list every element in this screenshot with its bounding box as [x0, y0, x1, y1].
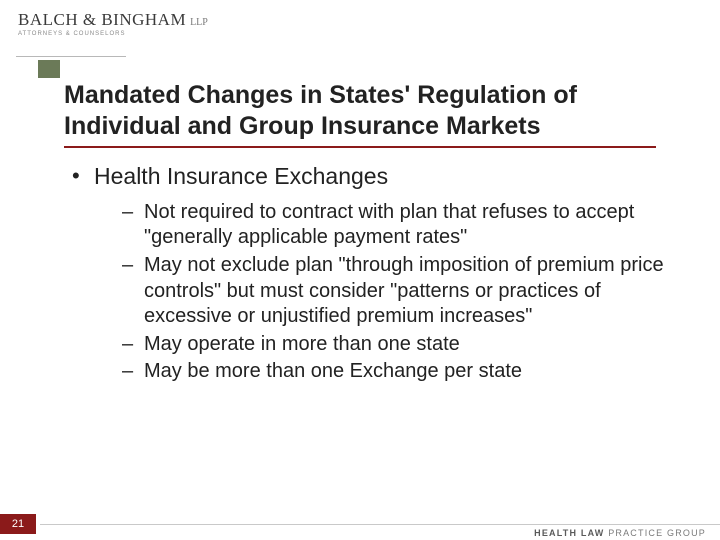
slide-footer: 21 HEALTH LAW PRACTICE GROUP	[0, 512, 720, 540]
page-number: 21	[0, 514, 36, 534]
bullet-level-2-list: Not required to contract with plan that …	[68, 200, 668, 385]
bullet-level-2-item: May not exclude plan "through imposition…	[122, 253, 668, 330]
logo-suffix: LLP	[190, 17, 208, 28]
bullet-level-2-item: May operate in more than one state	[122, 332, 668, 358]
slide-title: Mandated Changes in States' Regulation o…	[64, 80, 664, 143]
footer-brand-rest: PRACTICE GROUP	[608, 528, 706, 538]
bullet-level-1: Health Insurance Exchanges	[68, 162, 668, 192]
bullet-level-2-item: May be more than one Exchange per state	[122, 359, 668, 385]
title-underline	[64, 146, 656, 148]
footer-brand-bold: HEALTH LAW	[534, 528, 604, 538]
title-accent-bar	[38, 60, 60, 78]
bullet-level-2-item: Not required to contract with plan that …	[122, 200, 668, 251]
logo-subtitle: ATTORNEYS & COUNSELORS	[18, 31, 720, 37]
slide-header: BALCH & BINGHAM LLP ATTORNEYS & COUNSELOR…	[0, 0, 720, 60]
footer-brand: HEALTH LAW PRACTICE GROUP	[534, 528, 706, 538]
header-divider	[16, 56, 126, 57]
slide-content: Health Insurance Exchanges Not required …	[68, 162, 668, 387]
footer-divider	[40, 524, 720, 525]
firm-logo: BALCH & BINGHAM LLP	[18, 10, 720, 30]
logo-main-text: BALCH & BINGHAM	[18, 10, 186, 29]
